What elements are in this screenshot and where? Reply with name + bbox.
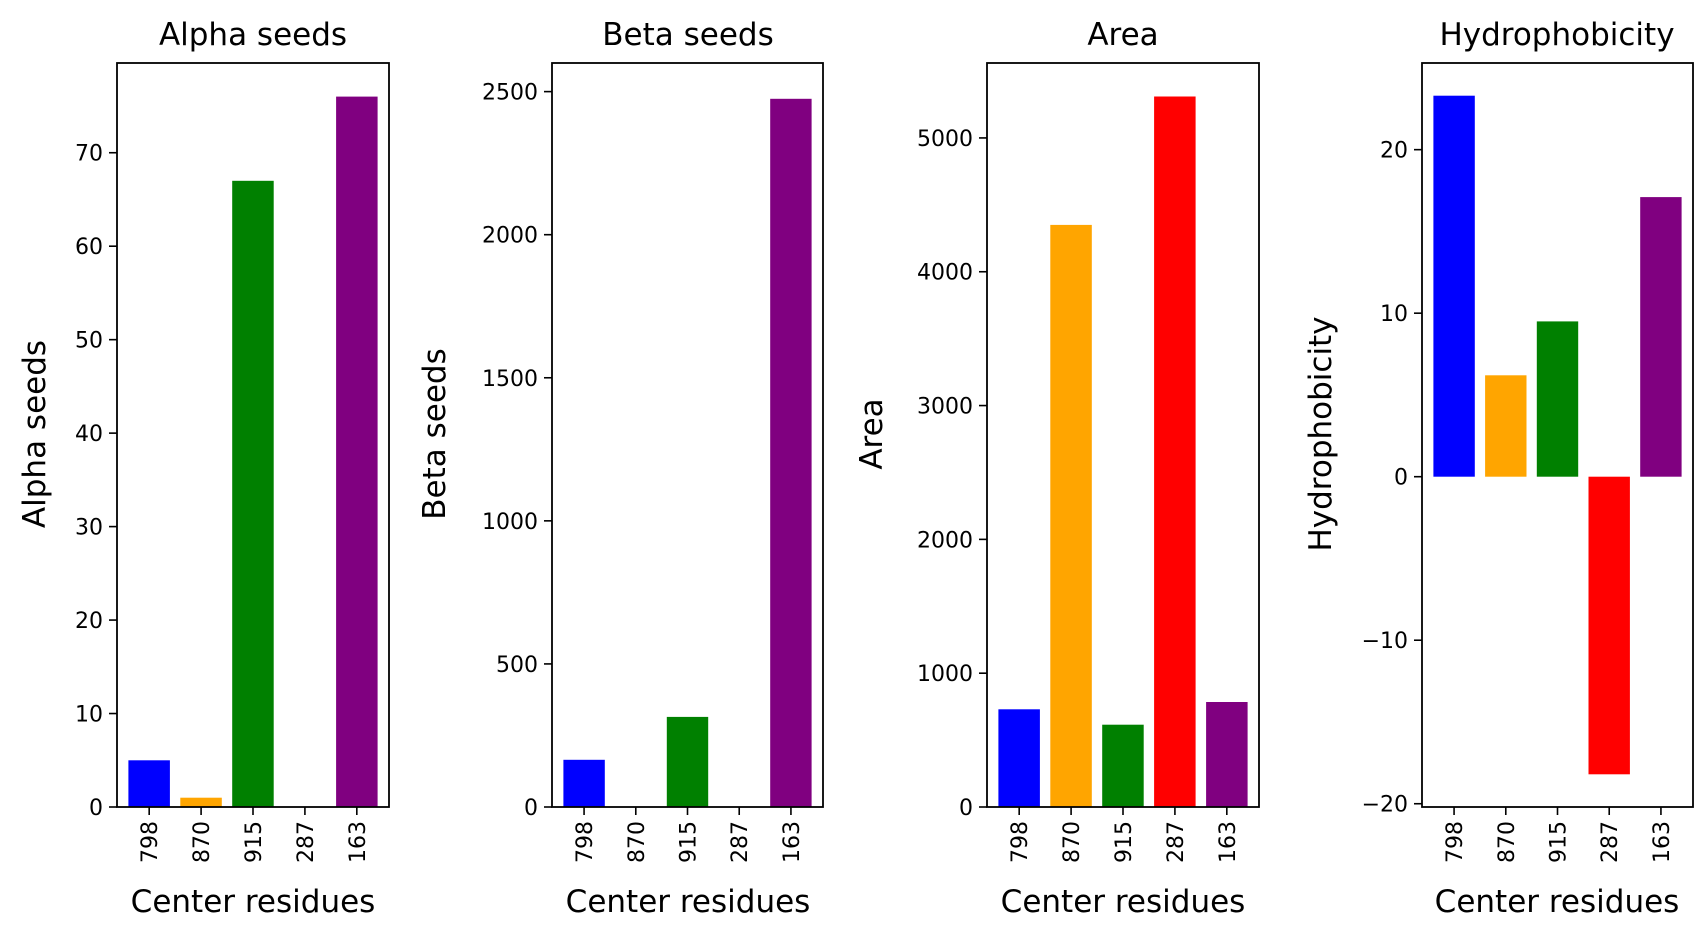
subplot-alpha-seeds: Alpha seeds Alpha seeds Center residues … bbox=[17, 17, 390, 920]
y-axis-label: Alpha seeds bbox=[17, 340, 53, 528]
x-tick-label: 163 bbox=[780, 821, 805, 863]
x-tick-label: 163 bbox=[1650, 821, 1675, 863]
x-tick-label: 915 bbox=[1112, 821, 1137, 863]
x-tick-label: 798 bbox=[1008, 821, 1033, 863]
bar-287 bbox=[1588, 476, 1630, 775]
y-tick-label: 2500 bbox=[482, 81, 538, 106]
y-axis-label: Hydrophobicity bbox=[1303, 316, 1339, 551]
x-axis-label: Center residues bbox=[1001, 884, 1246, 920]
y-tick-label: 10 bbox=[75, 703, 103, 728]
bar-163 bbox=[1206, 702, 1248, 807]
y-tick-label: 70 bbox=[75, 142, 103, 167]
y-tick-label: 1000 bbox=[917, 662, 973, 687]
plot-frame bbox=[986, 62, 1260, 808]
x-tick-label: 915 bbox=[677, 821, 702, 863]
y-tick-label: 0 bbox=[524, 796, 538, 821]
bar-798 bbox=[1433, 95, 1475, 477]
y-tick-label: 10 bbox=[1380, 302, 1408, 327]
y-axis-label: Area bbox=[854, 398, 890, 469]
y-tick-label: −20 bbox=[1362, 793, 1408, 818]
panel-title: Hydrophobicity bbox=[1439, 17, 1674, 53]
x-tick-label: 798 bbox=[1443, 821, 1468, 863]
y-tick-label: 500 bbox=[496, 653, 538, 678]
bar-870 bbox=[180, 797, 222, 807]
bar-915 bbox=[232, 180, 274, 808]
bar-163 bbox=[770, 98, 812, 808]
y-tick-label: 4000 bbox=[917, 261, 973, 286]
y-tick-label: 50 bbox=[75, 329, 103, 354]
x-tick-label: 798 bbox=[138, 821, 163, 863]
y-tick-label: −10 bbox=[1362, 629, 1408, 654]
x-axis-label: Center residues bbox=[566, 884, 811, 920]
y-axis-label: Beta seeds bbox=[417, 348, 453, 519]
panel-title: Alpha seeds bbox=[159, 17, 347, 53]
y-tick-label: 2000 bbox=[917, 528, 973, 553]
x-axis-label: Center residues bbox=[1435, 884, 1680, 920]
x-tick-label: 798 bbox=[573, 821, 598, 863]
y-tick-label: 30 bbox=[75, 516, 103, 541]
x-tick-label: 287 bbox=[1598, 821, 1623, 863]
panel-title: Beta seeds bbox=[602, 17, 773, 53]
bar-798 bbox=[998, 709, 1040, 807]
x-tick-label: 287 bbox=[294, 821, 319, 863]
x-tick-label: 915 bbox=[1547, 821, 1572, 863]
x-axis-label: Center residues bbox=[131, 884, 376, 920]
x-tick-label: 163 bbox=[346, 821, 371, 863]
x-tick-label: 870 bbox=[625, 821, 650, 863]
x-tick-label: 870 bbox=[1060, 821, 1085, 863]
bar-870 bbox=[1485, 375, 1527, 477]
x-tick-label: 287 bbox=[1164, 821, 1189, 863]
y-tick-label: 1000 bbox=[482, 510, 538, 535]
bar-798 bbox=[563, 759, 605, 807]
y-tick-label: 5000 bbox=[917, 127, 973, 152]
y-tick-label: 0 bbox=[89, 796, 103, 821]
y-tick-label: 40 bbox=[75, 422, 103, 447]
y-tick-label: 0 bbox=[959, 796, 973, 821]
y-tick-label: 60 bbox=[75, 235, 103, 260]
bar-163 bbox=[336, 96, 378, 808]
subplot-hydrophobicity: Hydrophobicity Hydrophobicity Center res… bbox=[1303, 17, 1694, 920]
bar-287 bbox=[1154, 96, 1196, 807]
y-tick-label: 20 bbox=[1380, 139, 1408, 164]
y-tick-label: 1500 bbox=[482, 367, 538, 392]
x-tick-label: 870 bbox=[190, 821, 215, 863]
panel-title: Area bbox=[1087, 17, 1158, 53]
subplot-beta-seeds: Beta seeds Beta seeds Center residues 0 5… bbox=[417, 17, 824, 920]
bar-915 bbox=[666, 716, 709, 807]
x-tick-label: 287 bbox=[728, 821, 753, 863]
bar-798 bbox=[128, 760, 170, 807]
y-tick-label: 2000 bbox=[482, 224, 538, 249]
x-tick-label: 915 bbox=[242, 821, 267, 863]
y-tick-label: 3000 bbox=[917, 395, 973, 420]
bar-915 bbox=[1536, 321, 1579, 477]
bar-870 bbox=[1050, 224, 1092, 807]
bar-915 bbox=[1102, 724, 1144, 807]
y-tick-label: 20 bbox=[75, 609, 103, 634]
x-tick-label: 163 bbox=[1216, 821, 1241, 863]
subplot-area: Area Area Center residues 0 1000 2000 3000 4… bbox=[854, 17, 1260, 920]
x-tick-label: 870 bbox=[1495, 821, 1520, 863]
bar-163 bbox=[1640, 197, 1682, 477]
y-tick-label: 0 bbox=[1394, 466, 1408, 491]
